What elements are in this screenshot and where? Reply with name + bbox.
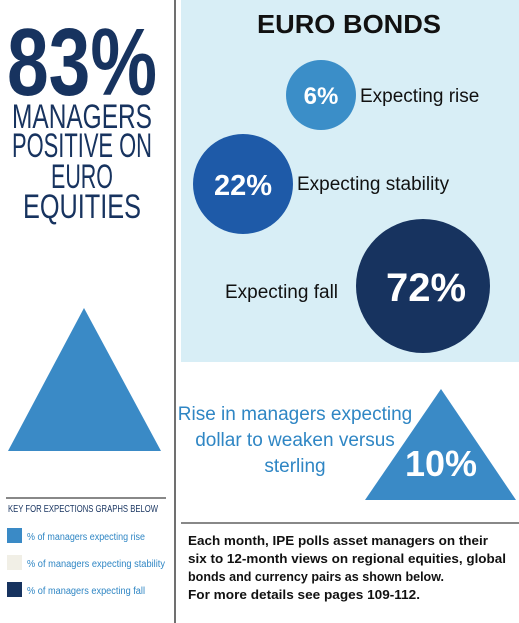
headline-line: EURO xyxy=(51,158,113,196)
dollar-text: Rise in managers expecting xyxy=(178,404,412,425)
fall-bubble xyxy=(356,219,490,353)
key-title: KEY FOR EXPECTIONS GRAPHS BELOW xyxy=(8,504,158,515)
bubble-value: 22% xyxy=(214,170,272,202)
note-line: Each month, IPE polls asset managers on … xyxy=(188,534,488,548)
note-line: For more details see pages 109-112. xyxy=(188,588,420,602)
headline-figure: 83% xyxy=(7,9,157,116)
key-label: % of managers expecting stability xyxy=(27,559,165,570)
triangle xyxy=(365,389,516,500)
bubble-value: 6% xyxy=(304,83,339,110)
dollar-text: sterling xyxy=(264,456,325,477)
note-line: bonds and currency pairs as shown below. xyxy=(188,570,444,584)
rise-bubble xyxy=(286,60,356,130)
key-swatch xyxy=(7,582,22,597)
stability-bubble xyxy=(193,134,293,234)
dollar-value: 10% xyxy=(405,443,477,484)
triangle xyxy=(8,308,161,451)
bubble-label: Expecting stability xyxy=(297,174,450,195)
key-swatch xyxy=(7,528,22,543)
headline-line: MANAGERS xyxy=(12,98,152,136)
panel-title: EURO BONDS xyxy=(257,9,441,39)
key-label: % of managers expecting fall xyxy=(27,586,145,597)
dollar-text: dollar to weaken versus xyxy=(195,430,395,451)
key-swatch xyxy=(7,555,22,570)
headline-line: EQUITIES xyxy=(23,188,141,226)
headline-line: POSITIVE ON xyxy=(12,127,152,165)
key-label: % of managers expecting rise xyxy=(27,532,145,543)
note-line: six to 12-month views on regional equiti… xyxy=(188,552,506,566)
bubble-label: Expecting fall xyxy=(225,282,338,303)
bubble-value: 72% xyxy=(386,266,466,310)
bubble-label: Expecting rise xyxy=(360,86,479,107)
